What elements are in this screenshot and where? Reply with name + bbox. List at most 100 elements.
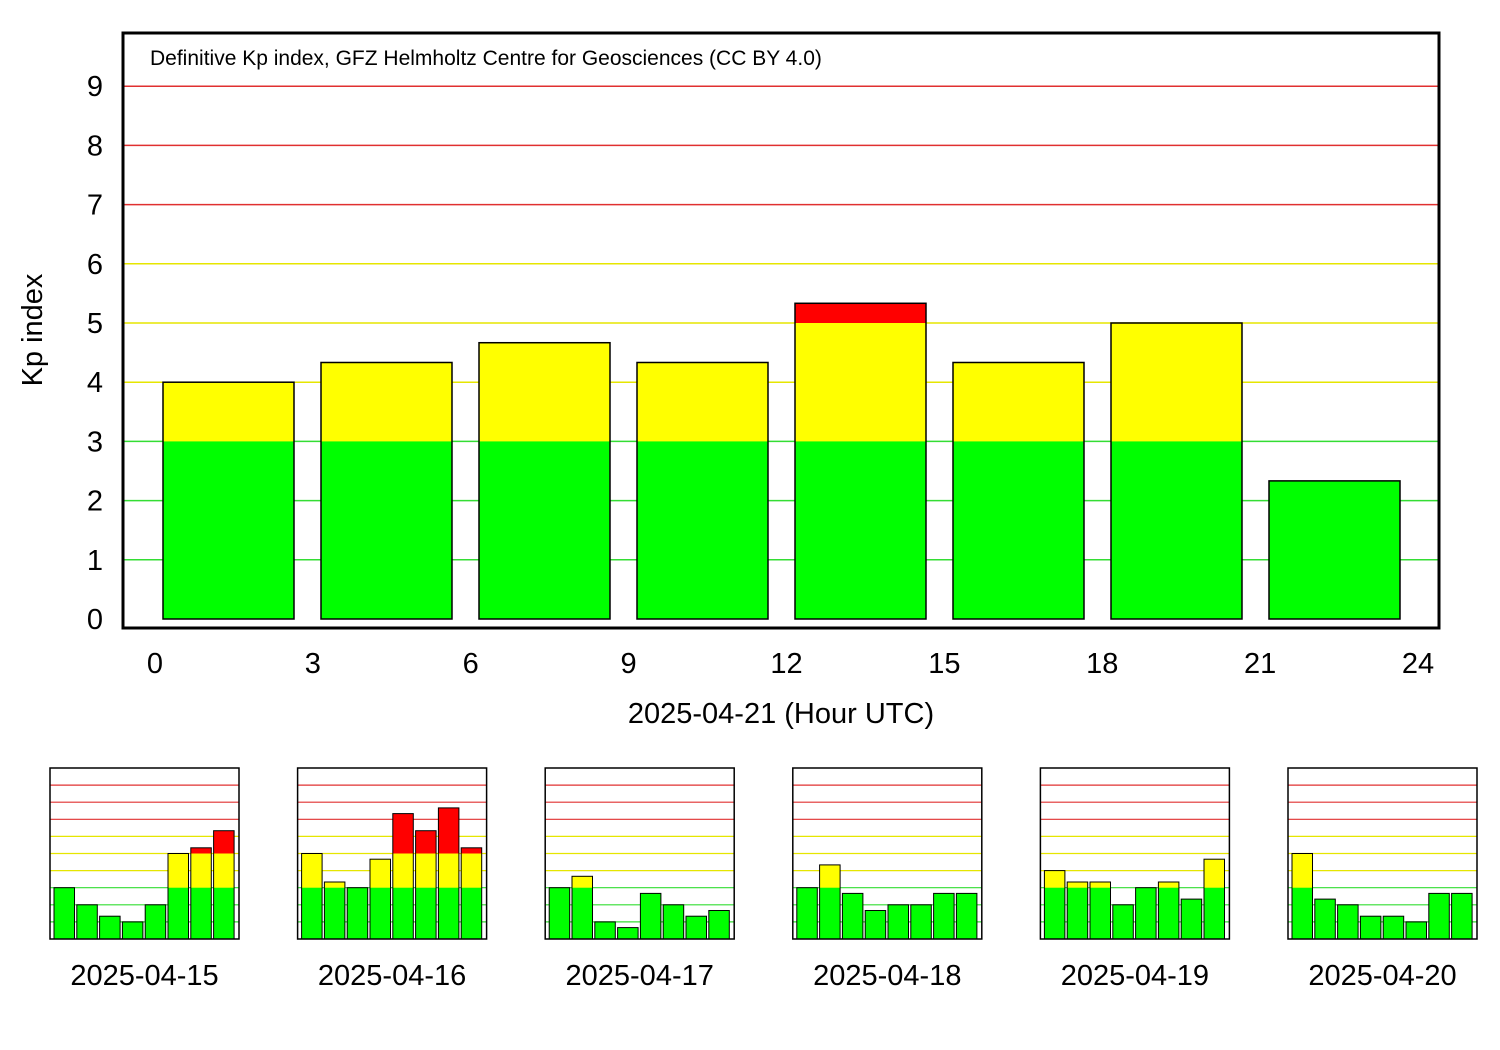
- main-bar-4-storm-segment: [795, 303, 926, 323]
- mini-2-bar-1-active-segment: [324, 882, 345, 888]
- mini-1-bar-7-storm-segment: [213, 830, 235, 854]
- main-bar-1: [320, 361, 453, 620]
- mini-1-bar-1-quiet-segment: [76, 904, 98, 939]
- mini-date-label: 2025-04-15: [70, 960, 218, 992]
- main-bar-4-active-segment: [795, 323, 926, 442]
- mini-2-bar-2-quiet-segment: [347, 887, 368, 939]
- mini-1-bar-6-active-segment: [190, 853, 212, 888]
- main-bar-6: [1110, 322, 1243, 620]
- main-bar-1-active-segment: [321, 362, 452, 442]
- y-tick-label: 2: [87, 486, 103, 518]
- mini-date-label: 2025-04-17: [566, 960, 714, 992]
- mini-chart-2025-04-19: 2025-04-19: [1039, 767, 1231, 992]
- mini-plot-frame: [49, 767, 240, 940]
- mini-chart-2025-04-17: 2025-04-17: [544, 767, 735, 992]
- mini-2-bar-0-quiet-segment: [301, 887, 323, 939]
- mini-1-bar-5-quiet-segment: [168, 887, 189, 939]
- mini-6-bar-6-quiet-segment: [1428, 893, 1450, 939]
- main-bar-0-active-segment: [163, 382, 294, 442]
- mini-5-bar-7-quiet-segment: [1204, 887, 1225, 939]
- mini-3-bar-0-quiet-segment: [549, 887, 570, 939]
- mini-3-bar-5-quiet-segment: [663, 904, 684, 939]
- mini-1-bar-6-storm-segment: [190, 847, 212, 854]
- main-bar-7: [1268, 480, 1401, 620]
- mini-chart-2025-04-20: 2025-04-20: [1287, 767, 1478, 992]
- mini-2-bar-4-quiet-segment: [392, 887, 414, 939]
- main-bar-3-quiet-segment: [637, 441, 768, 619]
- x-tick-label: 3: [305, 648, 321, 680]
- main-bar-6-quiet-segment: [1111, 441, 1242, 619]
- main-bar-5: [952, 361, 1085, 620]
- y-axis-label: Kp index: [17, 273, 49, 386]
- mini-5-bar-2-quiet-segment: [1090, 887, 1111, 939]
- main-bar-1-quiet-segment: [321, 441, 452, 619]
- mini-6-bar-4-quiet-segment: [1383, 916, 1404, 939]
- mini-3-bar-4-quiet-segment: [640, 893, 661, 939]
- main-plot-frame: [121, 31, 1441, 630]
- x-tick-label: 21: [1244, 648, 1276, 680]
- mini-4-bar-3-quiet-segment: [865, 910, 886, 939]
- mini-chart-2025-04-16: 2025-04-16: [296, 767, 488, 992]
- mini-4-bar-4-quiet-segment: [888, 904, 909, 939]
- mini-plot-frame: [1039, 767, 1231, 940]
- mini-2-bar-5-active-segment: [415, 853, 437, 888]
- mini-2-bar-5-quiet-segment: [415, 887, 437, 939]
- mini-4-bar-0-quiet-segment: [796, 887, 818, 939]
- y-tick-label: 8: [87, 130, 103, 162]
- mini-2-bar-5-storm-segment: [415, 830, 437, 854]
- mini-2-bar-1-quiet-segment: [324, 887, 345, 939]
- mini-3-bar-1-active-segment: [572, 876, 593, 888]
- x-tick-label: 12: [770, 648, 802, 680]
- mini-5-bar-6-quiet-segment: [1181, 899, 1202, 939]
- mini-2-bar-7-storm-segment: [461, 847, 482, 854]
- main-bar-0-quiet-segment: [163, 441, 294, 619]
- mini-2-bar-4-active-segment: [392, 853, 414, 888]
- mini-5-bar-3-quiet-segment: [1112, 904, 1134, 939]
- y-tick-label: 7: [87, 190, 103, 222]
- mini-plot-frame: [1287, 767, 1478, 940]
- mini-date-label: 2025-04-19: [1061, 960, 1209, 992]
- mini-chart-2025-04-18: 2025-04-18: [792, 767, 983, 992]
- mini-4-bar-2-quiet-segment: [842, 893, 863, 939]
- mini-4-bar-1-quiet-segment: [819, 887, 841, 939]
- mini-2-bar-3-active-segment: [370, 859, 391, 888]
- main-bar-7-quiet-segment: [1269, 480, 1400, 619]
- x-tick-label: 18: [1086, 648, 1118, 680]
- daily-mini-charts: 2025-04-15 2025-04-16 2025-04-17 2025-04-18…: [49, 767, 1478, 992]
- main-x-tick-labels: 0 3 6 9 12 15 18 21 24: [147, 648, 1434, 680]
- mini-6-bar-1-quiet-segment: [1314, 899, 1336, 939]
- mini-1-bar-2-quiet-segment: [99, 916, 121, 939]
- mini-date-label: 2025-04-18: [813, 960, 961, 992]
- mini-4-bar-7-quiet-segment: [956, 893, 977, 939]
- mini-2-bar-6-storm-segment: [438, 807, 459, 854]
- mini-3-bar-6-quiet-segment: [686, 916, 707, 939]
- mini-1-bar-7-active-segment: [213, 853, 235, 888]
- y-tick-label: 6: [87, 249, 103, 281]
- mini-4-bar-5-quiet-segment: [910, 904, 932, 939]
- mini-2-bar-3-quiet-segment: [370, 887, 391, 939]
- mini-6-bar-3-quiet-segment: [1360, 916, 1381, 939]
- mini-6-bar-5-quiet-segment: [1406, 921, 1427, 939]
- mini-4-bar-1-active-segment: [819, 864, 841, 888]
- mini-plot-frame: [296, 767, 488, 940]
- mini-1-bar-3-quiet-segment: [122, 921, 143, 939]
- y-tick-label: 9: [87, 71, 103, 103]
- mini-6-bar-7-quiet-segment: [1451, 893, 1473, 939]
- main-y-tick-labels: 0 1 2 3 4 5 6 7 8 9: [87, 71, 103, 636]
- main-bar-4-quiet-segment: [795, 441, 926, 619]
- mini-6-bar-2-quiet-segment: [1337, 904, 1359, 939]
- main-bar-2: [478, 341, 611, 620]
- mini-3-bar-1-quiet-segment: [572, 887, 593, 939]
- mini-1-bar-0-quiet-segment: [54, 887, 75, 939]
- y-tick-label: 1: [87, 545, 103, 577]
- mini-5-bar-0-quiet-segment: [1044, 887, 1065, 939]
- main-bar-5-active-segment: [953, 362, 1084, 442]
- mini-2-bar-0-active-segment: [301, 853, 323, 888]
- mini-1-bar-5-active-segment: [168, 853, 189, 888]
- mini-5-bar-1-quiet-segment: [1067, 887, 1088, 939]
- mini-6-bar-0-active-segment: [1292, 853, 1313, 888]
- main-bar-3: [636, 361, 769, 620]
- x-tick-label: 9: [621, 648, 637, 680]
